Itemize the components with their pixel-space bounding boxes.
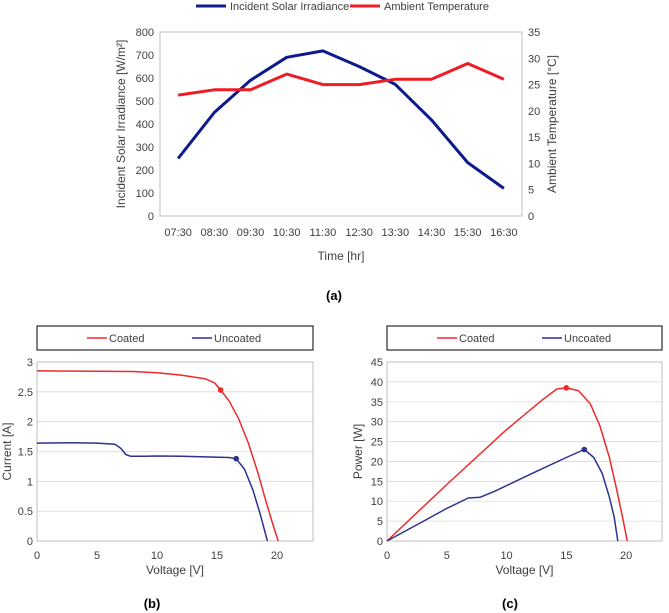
x-axis-label-c: Voltage [V] [495, 563, 553, 577]
legend-label-b: Coated [109, 333, 144, 345]
x-tick-label-b: 5 [94, 550, 100, 562]
x-tick-label-a: 11:30 [310, 227, 337, 239]
y-tick-label-c: 0 [377, 536, 383, 548]
y-tick-label-a: 100 [136, 188, 154, 200]
y-right-tick-label-a: 35 [528, 27, 540, 39]
y-tick-label-b: 0 [27, 536, 33, 548]
legend-label-c: Coated [459, 333, 494, 345]
panel-label-c: (c) [502, 596, 518, 611]
y-tick-label-b: 3 [27, 357, 33, 369]
y-tick-label-b: 2.5 [18, 387, 33, 399]
series-line-a-irradiance [176, 49, 505, 190]
x-tick-label-b: 15 [211, 550, 223, 562]
y-tick-label-c: 40 [371, 377, 383, 389]
y-right-tick-label-a: 25 [528, 80, 540, 92]
mpp-marker-b-coated [217, 387, 224, 393]
x-tick-label-b: 0 [34, 550, 40, 562]
y-tick-label-a: 800 [136, 27, 154, 39]
y-tick-label-a: 400 [136, 119, 154, 131]
x-tick-label-a: 10:30 [273, 227, 301, 239]
series-line-a-temperature [177, 62, 505, 97]
x-tick-label-a: 14:30 [418, 227, 446, 239]
y-tick-label-b: 2 [27, 417, 33, 429]
plot-area-c [386, 361, 663, 542]
y-tick-label-c: 35 [371, 397, 383, 409]
x-tick-label-a: 07:30 [164, 227, 192, 239]
y-axis-label-a: Incident Solar Irradiance [W/m²] [114, 40, 128, 209]
x-tick-label-a: 08:30 [201, 227, 229, 239]
y-axis-label-c: Power [W] [351, 424, 365, 479]
y-tick-label-a: 300 [136, 142, 154, 154]
legend-box-b [36, 325, 314, 351]
plot-area-a [159, 31, 523, 217]
x-tick-label-a: 09:30 [237, 227, 265, 239]
x-axis-label-b: Voltage [V] [146, 563, 204, 577]
panel-label-b: (b) [144, 596, 161, 611]
legend-label-b: Uncoated [214, 333, 261, 345]
legend-label-c: Uncoated [564, 333, 611, 345]
y-tick-label-b: 1 [27, 476, 33, 488]
y-tick-label-a: 700 [136, 50, 154, 62]
y-tick-label-c: 25 [371, 437, 383, 449]
x-tick-label-c: 20 [620, 550, 632, 562]
y-tick-label-b: 1.5 [18, 447, 33, 459]
x-tick-label-b: 20 [271, 550, 283, 562]
series-line-c-uncoated [386, 448, 619, 542]
legend-label-a: Incident Solar Irradiance [230, 1, 349, 13]
y-tick-label-c: 45 [371, 357, 383, 369]
y-tick-label-b: 0.5 [18, 506, 33, 518]
panel-label-a: (a) [326, 288, 342, 303]
y-tick-label-c: 5 [377, 516, 383, 528]
series-line-c-coated [386, 387, 629, 542]
x-tick-label-a: 16:30 [490, 227, 518, 239]
x-tick-label-a: 13:30 [382, 227, 410, 239]
x-axis-label-a: Time [hr] [318, 249, 365, 263]
x-tick-label-a: 12:30 [345, 227, 373, 239]
series-line-b-uncoated [36, 442, 269, 542]
y-tick-label-a: 600 [136, 73, 154, 85]
y-right-tick-label-a: 15 [528, 132, 540, 144]
y-tick-label-a: 200 [136, 165, 154, 177]
mpp-marker-c-coated [563, 385, 570, 391]
y-right-tick-label-a: 10 [528, 158, 540, 170]
y-tick-label-c: 30 [371, 417, 383, 429]
x-tick-label-c: 15 [560, 550, 572, 562]
y-tick-label-c: 10 [371, 496, 383, 508]
y-right-tick-label-a: 30 [528, 53, 540, 65]
y-tick-label-c: 20 [371, 456, 383, 468]
y-right-tick-label-a: 5 [528, 185, 534, 197]
y-right-tick-label-a: 20 [528, 106, 540, 118]
y-right-tick-label-a: 0 [528, 211, 534, 223]
x-tick-label-c: 0 [384, 550, 390, 562]
y-tick-label-a: 0 [148, 211, 154, 223]
x-tick-label-b: 10 [151, 550, 163, 562]
y-tick-label-a: 500 [136, 96, 154, 108]
legend-box-c [386, 325, 663, 351]
mpp-marker-c-uncoated [581, 446, 588, 453]
x-tick-label-a: 15:30 [454, 227, 482, 239]
y-right-axis-label-a: Ambient Temperature [°C] [545, 55, 559, 193]
x-tick-label-c: 10 [500, 550, 512, 562]
y-tick-label-c: 15 [371, 476, 383, 488]
x-tick-label-c: 5 [444, 550, 450, 562]
legend-label-a: Ambient Temperature [384, 1, 489, 13]
mpp-marker-b-uncoated [233, 455, 239, 462]
y-axis-label-b: Current [A] [0, 422, 14, 480]
